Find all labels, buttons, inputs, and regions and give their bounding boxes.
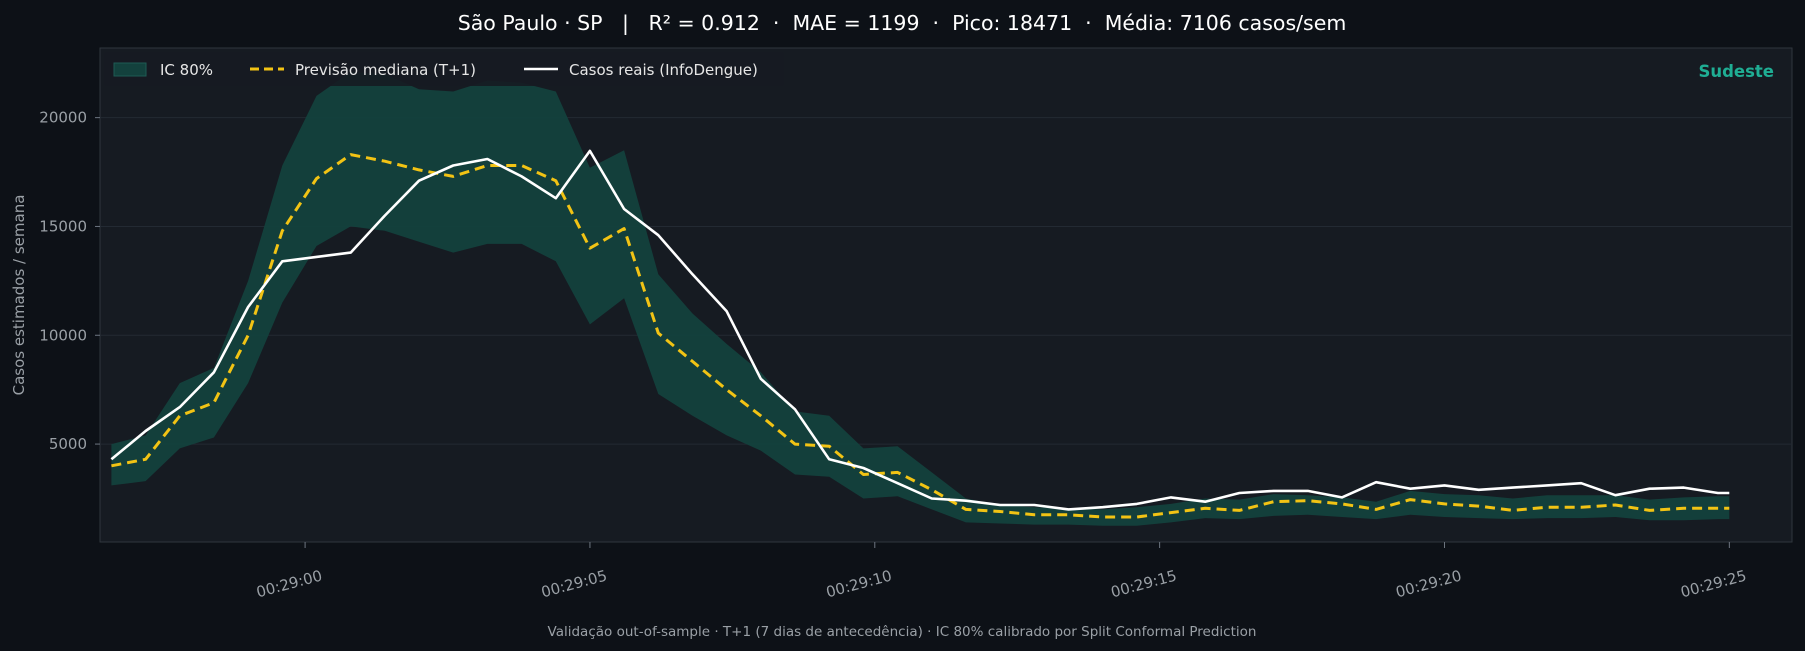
y-tick-label: 15000 xyxy=(39,217,87,235)
y-tick-label: 10000 xyxy=(39,326,87,344)
chart-title: São Paulo · SP | R² = 0.912 · MAE = 1199… xyxy=(458,11,1347,36)
x-axis-ticks: 00:29:00 00:29:05 00:29:10 00:29:15 00:29:20… xyxy=(254,542,1748,601)
legend-swatch-band xyxy=(113,62,147,77)
x-tick-label: 00:29:25 xyxy=(1679,566,1749,601)
y-axis-label: Casos estimados / semana xyxy=(10,195,28,396)
legend: IC 80% Previsão mediana (T+1) Casos reai… xyxy=(104,52,784,86)
y-tick-label: 20000 xyxy=(39,109,87,127)
legend-background xyxy=(104,52,784,86)
y-tick-label: 5000 xyxy=(49,435,87,453)
forecast-median-line xyxy=(111,153,1730,519)
legend-label-band: IC 80% xyxy=(160,61,213,79)
x-tick-label: 00:29:20 xyxy=(1394,566,1464,601)
y-axis-ticks: 5000 10000 15000 20000 xyxy=(39,109,100,453)
confidence-band xyxy=(111,71,1730,526)
x-tick-label: 00:29:05 xyxy=(539,566,609,601)
region-label: Sudeste xyxy=(1698,62,1774,81)
footnote: Validação out-of-sample · T+1 (7 dias de… xyxy=(548,624,1257,640)
x-tick-label: 00:29:10 xyxy=(824,566,894,601)
series-lines xyxy=(110,149,1730,519)
confidence-band-area xyxy=(111,71,1730,526)
legend-label-actual: Casos reais (InfoDengue) xyxy=(569,61,758,79)
legend-label-forecast: Previsão mediana (T+1) xyxy=(295,61,476,79)
x-tick-label: 00:29:15 xyxy=(1109,566,1179,601)
actual-cases-line xyxy=(110,149,1730,511)
x-tick-label: 00:29:00 xyxy=(254,566,324,601)
